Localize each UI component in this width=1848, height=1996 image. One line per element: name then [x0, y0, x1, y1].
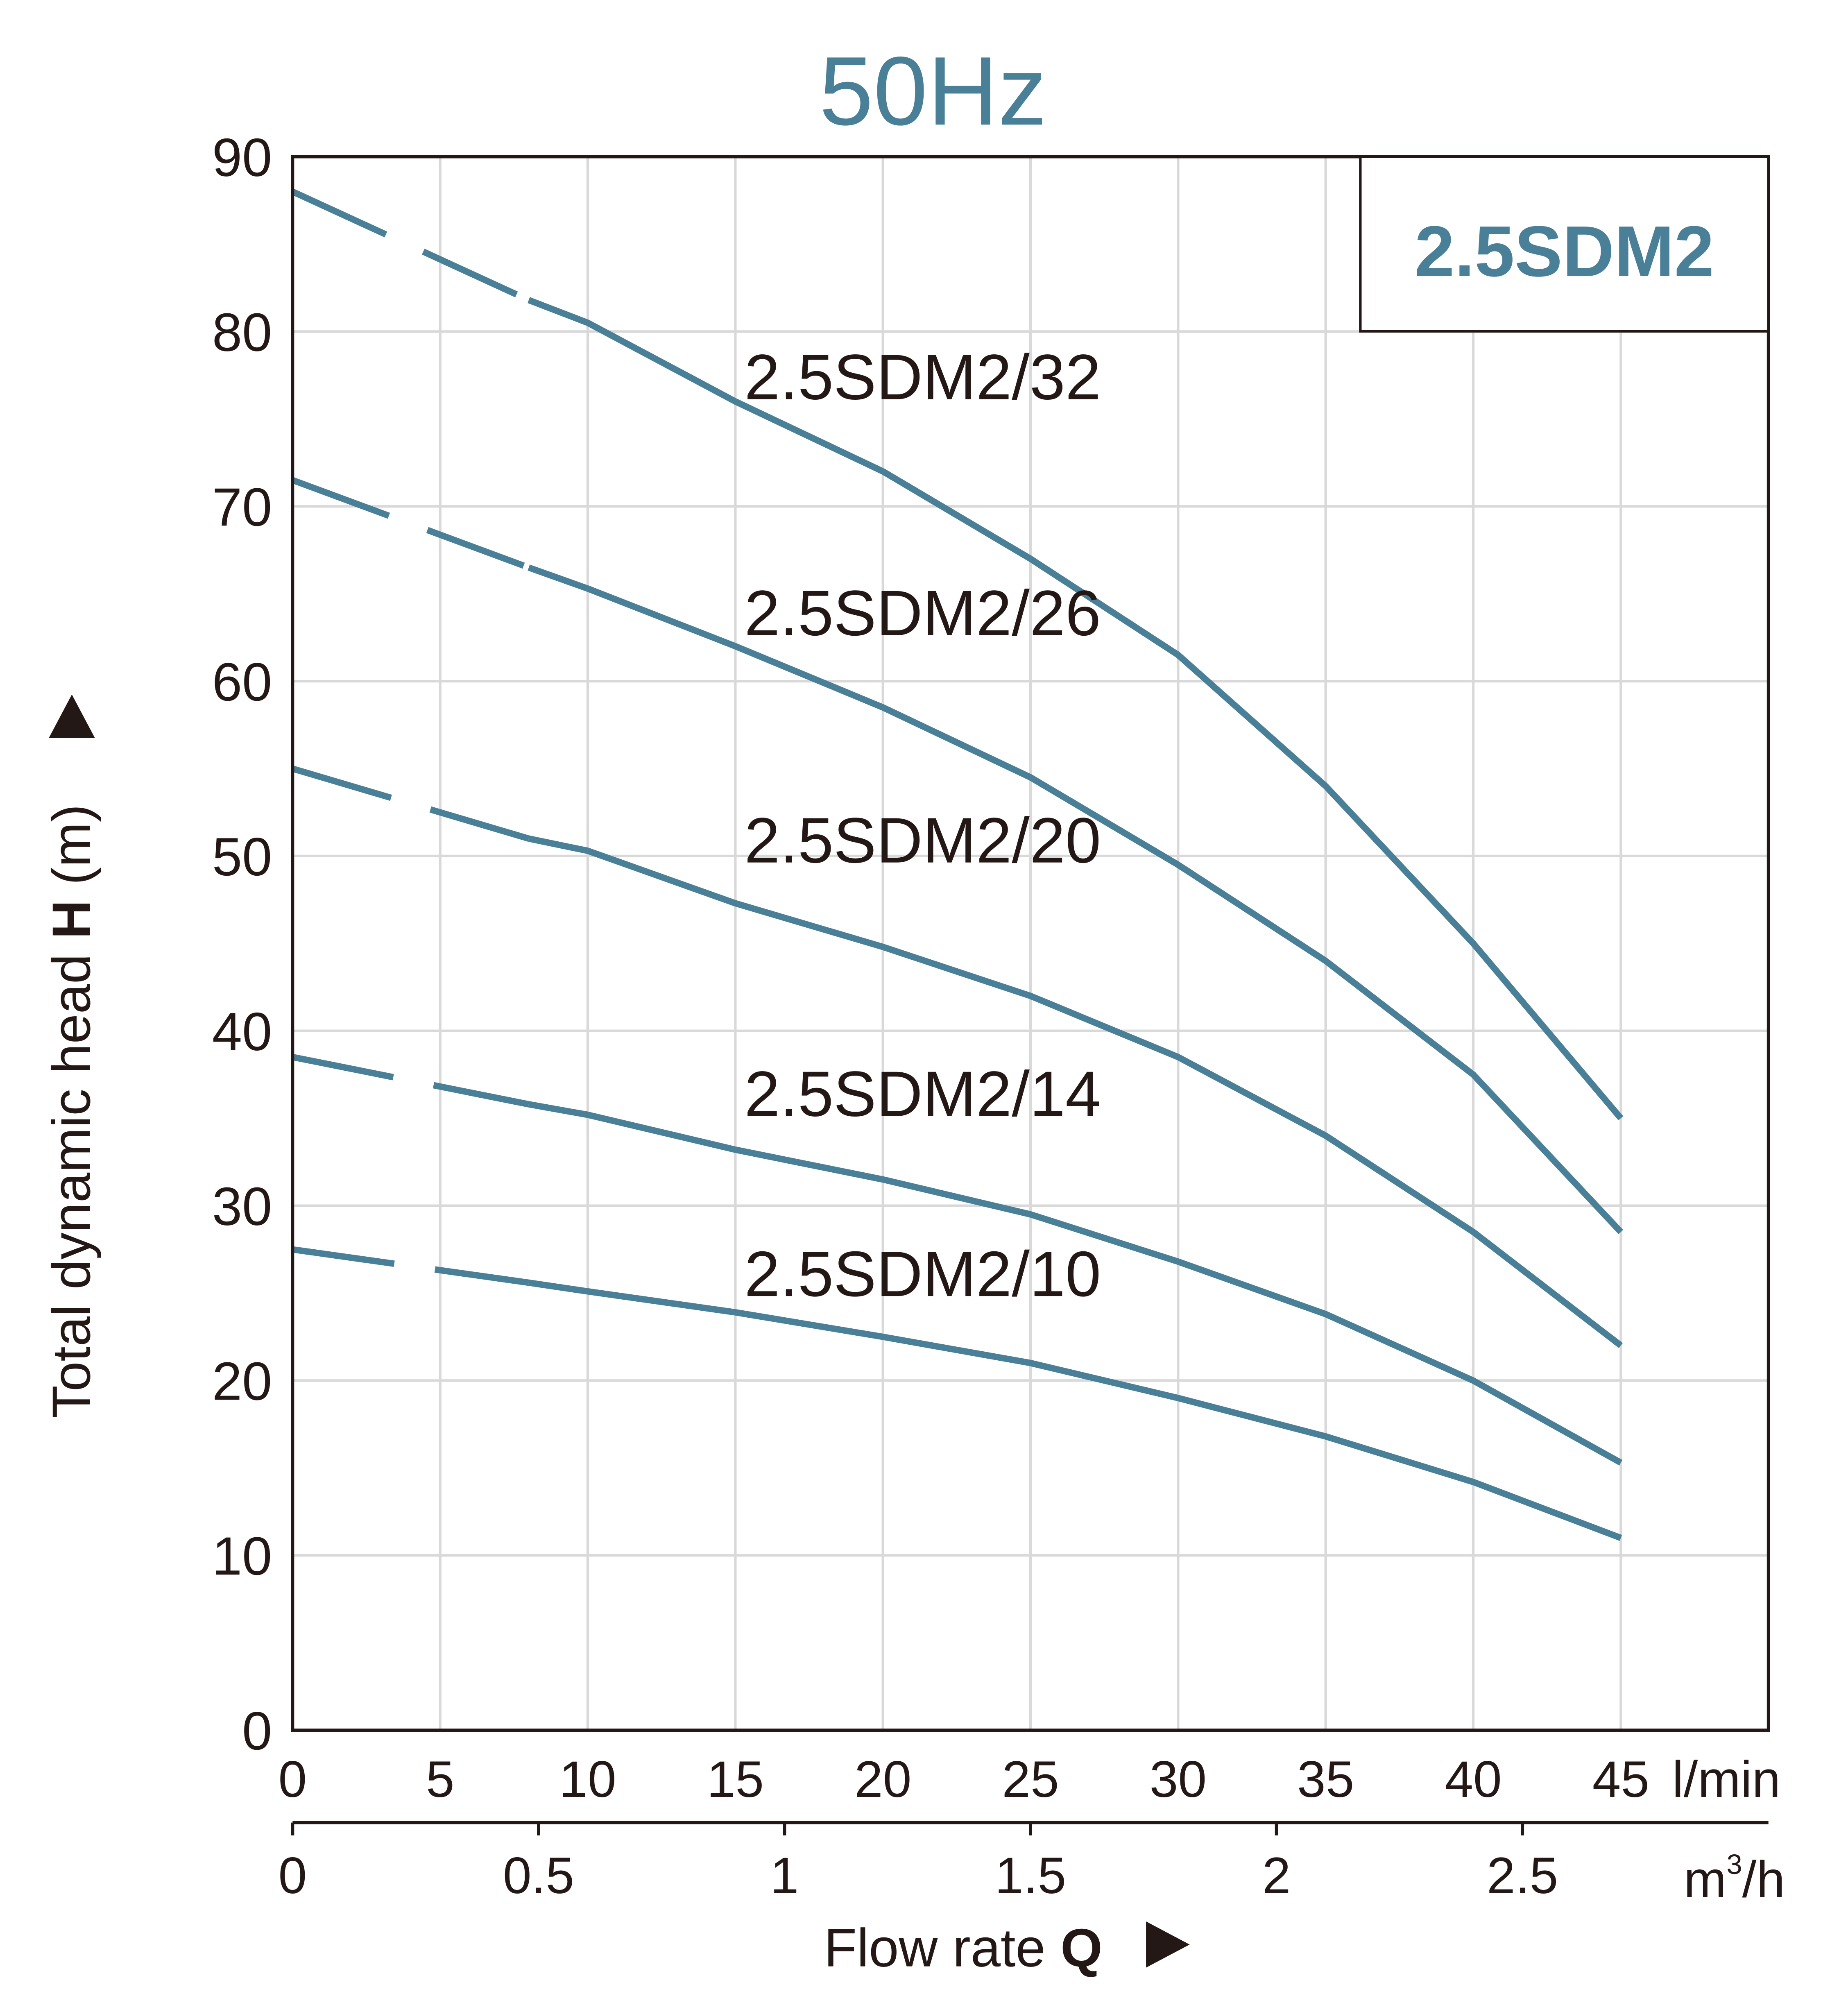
x-axis-ticks: 0 5 10 15 20 25 30 35 40 45: [279, 1751, 1650, 1808]
curve-label: 2.5SDM2/32: [744, 341, 1101, 413]
x2-unit-label: m3/h: [1684, 1849, 1785, 1908]
curve-label: 2.5SDM2/10: [744, 1238, 1101, 1310]
y-tick-label: 80: [212, 302, 272, 362]
y-tick-label: 10: [212, 1526, 272, 1586]
y-tick-label: 20: [212, 1351, 272, 1411]
x2-tick-label: 0: [279, 1847, 307, 1904]
plot-frame: [291, 155, 1770, 1732]
x-axis-arrow-icon: [1146, 1921, 1190, 1968]
y-tick-label: 0: [242, 1701, 272, 1761]
x-tick-label: 15: [707, 1751, 764, 1808]
x2-tick-label: 1: [770, 1847, 799, 1904]
curve-label: 2.5SDM2/26: [744, 578, 1101, 649]
y-tick-label: 60: [212, 652, 272, 712]
x2-tick-label: 2.5: [1487, 1847, 1558, 1904]
x-unit-label: l/min: [1672, 1751, 1781, 1808]
y-axis-arrow-icon: [49, 694, 95, 738]
curve-label: 2.5SDM2/20: [744, 805, 1101, 877]
secondary-x-axis-ticks: 0 0.5 1 1.5 2 2.5: [279, 1822, 1558, 1904]
curve-dashed-segment: [291, 188, 530, 303]
y-axis-title: Total dynamic head H (m): [41, 804, 101, 1418]
y-tick-label: 40: [212, 1001, 272, 1062]
y-tick-label: 70: [212, 477, 272, 537]
model-box-label: 2.5SDM2: [1415, 211, 1714, 292]
y-tick-label: 50: [212, 827, 272, 887]
chart-title: 50Hz: [819, 36, 1047, 145]
x-tick-label: 0: [279, 1751, 307, 1808]
curve-line: [528, 835, 1623, 1348]
curve-label: 2.5SDM2/14: [744, 1058, 1101, 1130]
x-tick-label: 45: [1592, 1751, 1649, 1808]
y-tick-label: 30: [212, 1176, 272, 1237]
svg-text:Total dynamic head H (m): Total dynamic head H (m): [41, 804, 101, 1418]
curve-line: [528, 564, 1624, 1235]
x-tick-label: 35: [1297, 1751, 1354, 1808]
curve-line: [528, 1279, 1622, 1541]
curves: 2.5SDM2/32 2.5SDM2/26 2.5SDM2/20 2.5SDM2/14…: [291, 188, 1624, 1541]
x2-tick-label: 0.5: [503, 1847, 574, 1904]
x-tick-label: 20: [854, 1751, 911, 1808]
x-tick-label: 30: [1150, 1751, 1207, 1808]
x2-tick-label: 1.5: [995, 1847, 1066, 1904]
curve-line: [528, 297, 1624, 1121]
x-axis-title: Flow rate Q: [824, 1918, 1103, 1978]
model-box: 2.5SDM2: [1359, 155, 1770, 333]
x-tick-label: 5: [426, 1751, 455, 1808]
x-tick-label: 25: [1002, 1751, 1059, 1808]
y-tick-label: 90: [212, 127, 272, 188]
curve-dashed-segment: [292, 1246, 530, 1286]
x2-tick-label: 2: [1262, 1847, 1291, 1904]
curve-dashed-segment: [292, 1054, 530, 1108]
y-axis-ticks: 0 10 20 30 40 50 60 70 80 90: [212, 127, 272, 1761]
x-tick-label: 40: [1445, 1751, 1502, 1808]
curve-dashed-segment: [291, 477, 530, 571]
x-tick-label: 10: [559, 1751, 616, 1808]
curve-line: [528, 1101, 1623, 1466]
curve-dashed-segment: [292, 766, 530, 842]
